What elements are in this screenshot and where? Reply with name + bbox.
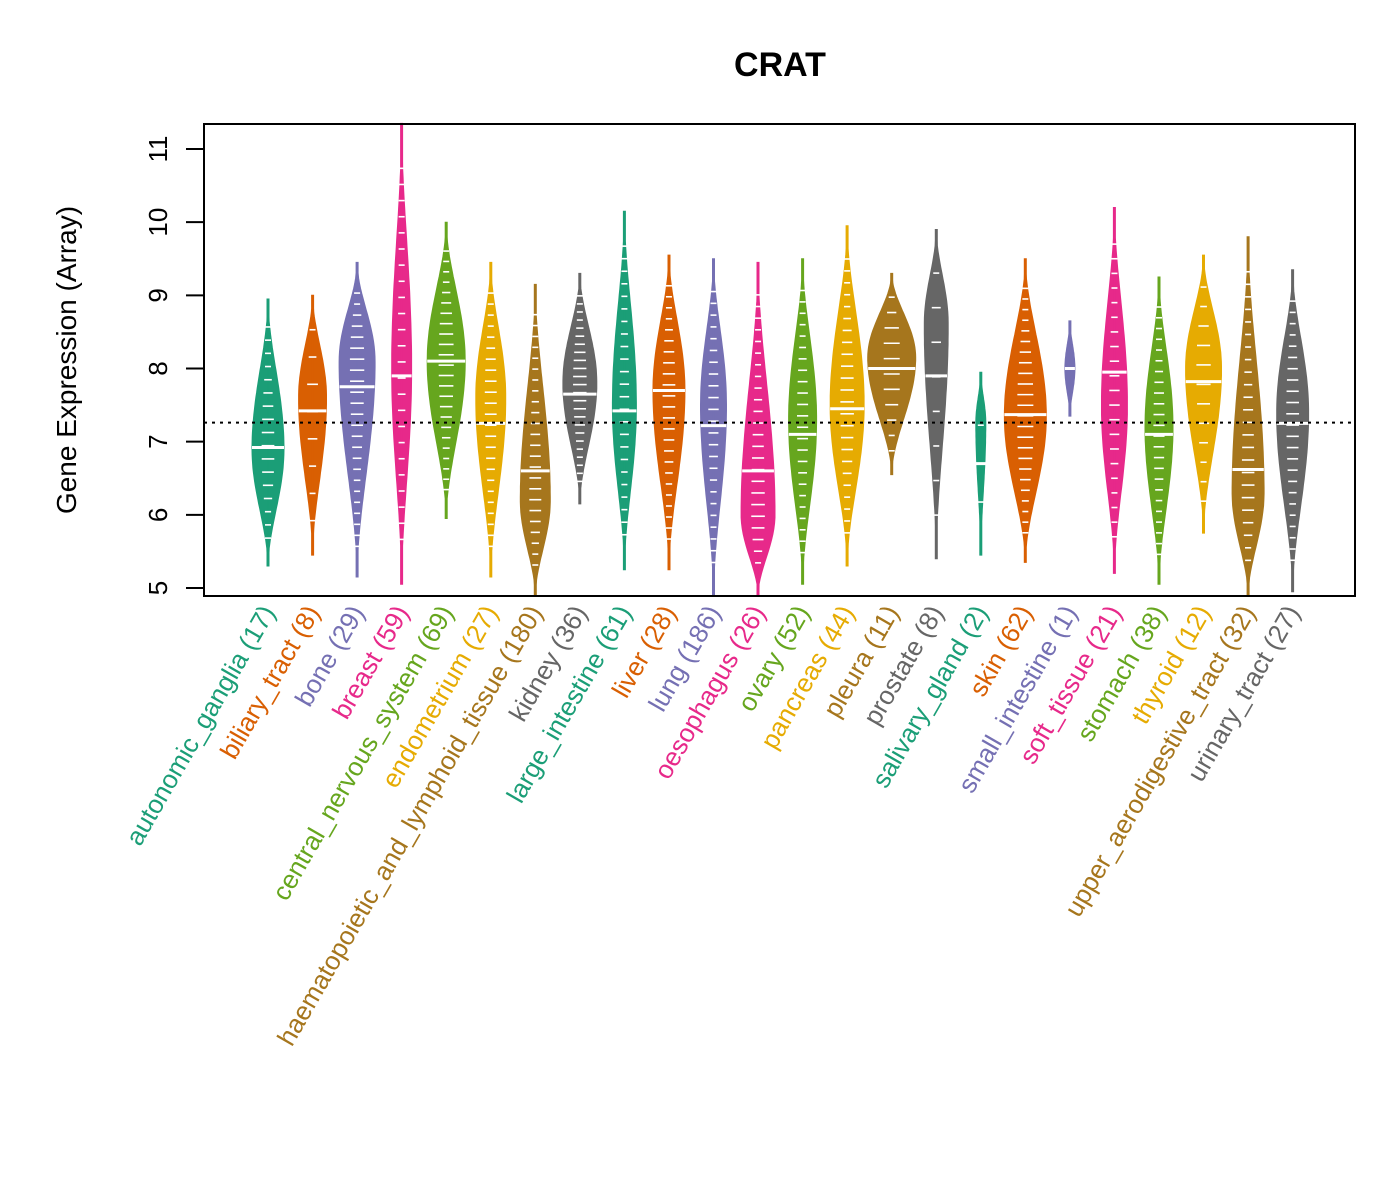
violin-salivary-gland [975,371,987,556]
violin-haematopoietic-and-lymphoid-tissue [519,283,551,596]
y-tick-label: 8 [143,361,173,375]
violin-lung [700,258,727,596]
violin-oesophagus [740,261,776,596]
violin-upper-aerodigestive-tract [1231,236,1265,596]
plot-frame [203,123,1356,597]
violin-breast [391,122,413,585]
chart-title: CRAT [734,46,826,84]
violin-pleura [867,272,917,476]
y-tick-label: 10 [143,208,173,237]
violin-soft-tissue [1101,207,1128,574]
y-tick-label: 7 [143,434,173,448]
violin-stomach [1144,276,1174,585]
violin-bone [338,261,376,578]
violin-endometrium [475,261,507,578]
violin-biliary-tract [298,294,327,556]
violin-kidney [562,272,598,505]
y-tick-label: 5 [143,581,173,595]
violin-autonomic-ganglia [251,298,285,567]
y-tick-label: 9 [143,288,173,302]
violin-skin [1003,258,1047,563]
violin-ovary [788,258,818,585]
violin-thyroid [1185,254,1222,534]
violin-central-nervous-system [426,221,466,519]
violins-layer [251,122,1310,596]
violin-urinary-tract [1276,269,1310,593]
violin-large-intestine [611,210,637,571]
x-axis-labels: autonomic_ganglia (17)biliary_tract (8)b… [119,600,1305,1051]
y-tick-label: 6 [143,508,173,522]
violin-liver [652,254,686,571]
y-axis-label: Gene Expression (Array) [51,206,82,514]
y-tick-label: 11 [143,136,173,163]
violin-prostate [923,229,949,560]
violin-pancreas [829,225,865,567]
violin-small-intestine [1064,320,1076,417]
y-axis: 5 6 7 8 9 10 11 [143,136,204,595]
